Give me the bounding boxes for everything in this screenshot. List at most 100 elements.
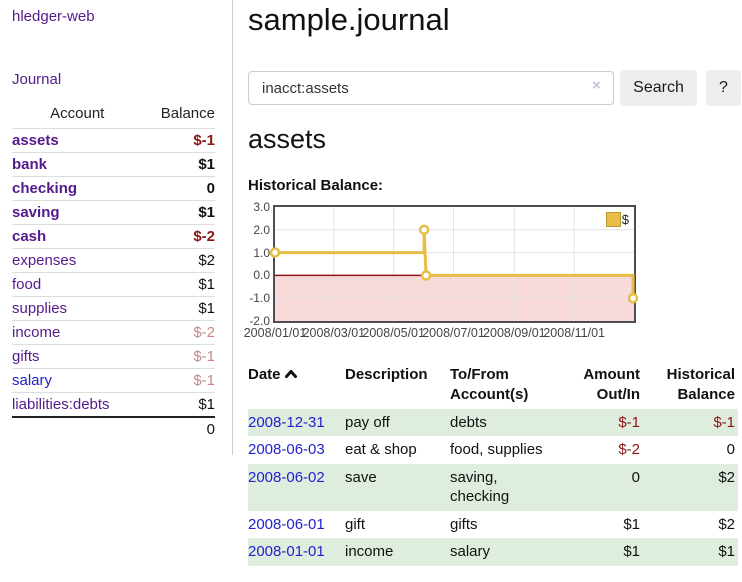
account-balance: $-1: [142, 368, 215, 393]
account-row: cash $-2: [12, 224, 215, 249]
account-link[interactable]: saving: [12, 204, 60, 221]
brand-link[interactable]: hledger-web: [12, 8, 95, 25]
account-link[interactable]: supplies: [12, 300, 68, 317]
account-cell: salary: [12, 368, 143, 393]
account-cell: checking: [12, 176, 143, 201]
account-cell: liabilities:debts: [12, 392, 143, 417]
transaction-amount: $-2: [618, 441, 640, 459]
sort-ascending-icon: [284, 365, 298, 385]
transaction-row: 2008-12-31 pay off debts $-1 $-1: [248, 408, 738, 437]
account-row: food $1: [12, 272, 215, 297]
transaction-accounts: saving, checking: [450, 468, 510, 506]
chart-y-tick-label: 1.0: [253, 245, 270, 260]
chart-x-tick-label: 2008/01/01: [243, 326, 307, 340]
transaction-date-cell: 2008-06-03: [248, 436, 345, 464]
account-balance: $-1: [142, 344, 215, 369]
transaction-amount: 0: [631, 468, 640, 486]
account-link[interactable]: expenses: [12, 252, 77, 269]
chart-plot: $: [269, 205, 639, 323]
account-link[interactable]: food: [12, 276, 42, 293]
account-balance: 0: [142, 176, 215, 201]
register-rows: 2008-12-31 pay off debts $-1 $-1 2008-06-03 ea…: [248, 408, 738, 566]
transaction-amount: $-1: [618, 413, 640, 431]
transaction-date-link[interactable]: 2008-06-01: [248, 515, 325, 533]
chart-x-tick-label: 2008/05/01: [362, 326, 425, 340]
transaction-row: 2008-01-01 income salary $1 $1: [248, 538, 738, 566]
accounts-table-header-row: Account Balance: [12, 101, 215, 129]
account-link[interactable]: salary: [12, 372, 53, 389]
transaction-date-cell: 2008-12-31: [248, 409, 345, 437]
account-link[interactable]: liabilities:debts: [12, 396, 110, 413]
transaction-amount: $1: [623, 543, 640, 561]
transaction-description: eat & shop: [345, 441, 417, 459]
transaction-description: pay off: [345, 413, 390, 431]
transaction-date-cell: 2008-06-01: [248, 511, 345, 539]
sidebar-item-journal[interactable]: Journal: [12, 71, 62, 88]
account-cell: supplies: [12, 296, 143, 321]
help-button[interactable]: ?: [706, 70, 741, 106]
account-row: supplies $1: [12, 296, 215, 321]
account-row: income $-2: [12, 320, 215, 345]
register-header-balance: Historical Balance: [666, 366, 735, 403]
balance-step-line-svg: [269, 207, 639, 321]
account-link[interactable]: checking: [12, 180, 78, 197]
transaction-balance: $2: [718, 468, 735, 486]
transaction-description: save: [345, 468, 377, 486]
account-row: gifts $-1: [12, 344, 215, 369]
account-balance: $1: [142, 296, 215, 321]
accounts-table: Account Balance assets $-1 bank $1 checking 0…: [12, 101, 215, 441]
account-cell: bank: [12, 152, 143, 177]
transaction-date-link[interactable]: 2008-12-31: [248, 413, 325, 431]
account-row: saving $1: [12, 200, 215, 225]
account-balance: $1: [142, 200, 215, 225]
search-button[interactable]: Search: [620, 70, 697, 106]
chart-y-tick-label: 3.0: [253, 200, 270, 214]
accounts-total-row: 0: [12, 416, 215, 441]
historical-balance-chart: 3.0 2.0 1.0 0.0 -1.0 -2.0 $ 2008/01/01 2008/03…: [244, 200, 742, 340]
search-input[interactable]: [248, 71, 614, 105]
transaction-date-link[interactable]: 2008-06-02: [248, 468, 325, 486]
register-header-amount: Amount Out/In: [583, 366, 640, 403]
main-content: sample.journal × Search ? assets Histori…: [244, 0, 742, 582]
transaction-row: 2008-06-03 eat & shop food, supplies $-2 0: [248, 436, 738, 464]
legend-label: $: [621, 212, 629, 227]
transaction-balance: $1: [718, 543, 735, 561]
account-cell: expenses: [12, 248, 143, 273]
transaction-date-link[interactable]: 2008-01-01: [248, 543, 325, 561]
chart-x-tick-label: 2008/03/01: [302, 326, 366, 340]
transaction-date-cell: 2008-06-02: [248, 464, 345, 511]
account-balance: $-2: [142, 320, 215, 345]
chart-x-tick-label: 2008/11/01: [543, 326, 605, 340]
chart-title: Historical Balance:: [248, 177, 384, 194]
transaction-description: gift: [345, 515, 366, 533]
account-link[interactable]: cash: [12, 228, 47, 245]
account-heading: assets: [248, 124, 327, 154]
clear-search-icon[interactable]: ×: [592, 77, 601, 94]
account-link[interactable]: gifts: [12, 348, 40, 365]
account-row: salary $-1: [12, 368, 215, 393]
account-link[interactable]: bank: [12, 156, 48, 173]
account-link[interactable]: income: [12, 324, 61, 341]
chart-legend: $: [605, 212, 629, 227]
transaction-amount: $1: [623, 515, 640, 533]
account-balance: $1: [142, 392, 215, 417]
accounts-total-value: 0: [142, 416, 215, 441]
chart-y-tick-label: -2.0: [249, 314, 270, 328]
page-title: sample.journal: [248, 2, 450, 37]
transaction-date-link[interactable]: 2008-06-03: [248, 441, 325, 459]
account-link[interactable]: assets: [12, 132, 59, 149]
register-header-date-label: Date: [248, 366, 281, 383]
account-cell: saving: [12, 200, 143, 225]
legend-swatch: [605, 212, 621, 227]
chart-x-tick-label: 2008/07/01: [422, 326, 485, 340]
accounts-rows: assets $-1 bank $1 checking 0 saving $1 cash $-2 e…: [12, 128, 215, 417]
sidebar: hledger-web Journal Account Balance asse…: [0, 0, 233, 582]
transaction-balance: $2: [718, 515, 735, 533]
account-balance: $2: [142, 248, 215, 273]
transaction-accounts: salary: [450, 543, 491, 561]
transaction-description: income: [345, 543, 394, 561]
account-row: liabilities:debts $1: [12, 392, 215, 417]
register-header-date[interactable]: Date: [248, 363, 345, 409]
search-bar: × Search ?: [248, 70, 742, 106]
account-cell: income: [12, 320, 143, 345]
